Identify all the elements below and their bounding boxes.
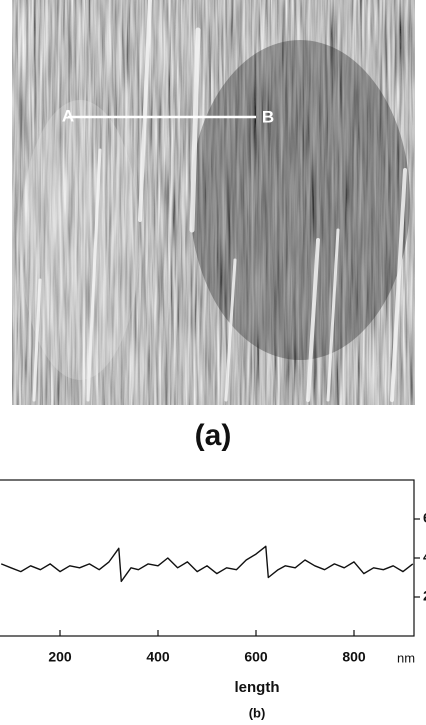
- marker-b: B: [262, 107, 274, 126]
- plot-frame: [0, 479, 415, 637]
- panel-label: (b): [249, 705, 266, 720]
- marker-a: A: [62, 106, 74, 125]
- x-tick-label: 600: [244, 649, 268, 665]
- data-line: [0, 545, 414, 583]
- panel-label: (a): [195, 419, 232, 452]
- x-axis-label: length: [235, 679, 280, 696]
- x-tick-label: 200: [48, 649, 72, 665]
- x-unit: nm: [397, 650, 415, 665]
- line-chart: 200 400 600 800 nm 2 4 6 length (b): [0, 479, 426, 720]
- y-tick-label: 2: [423, 588, 426, 604]
- x-tick-label: 400: [146, 649, 170, 665]
- y-tick-label: 4: [423, 549, 426, 565]
- micrograph: [12, 0, 415, 405]
- y-tick-label: 6: [423, 510, 426, 526]
- x-tick-label: 800: [342, 649, 366, 665]
